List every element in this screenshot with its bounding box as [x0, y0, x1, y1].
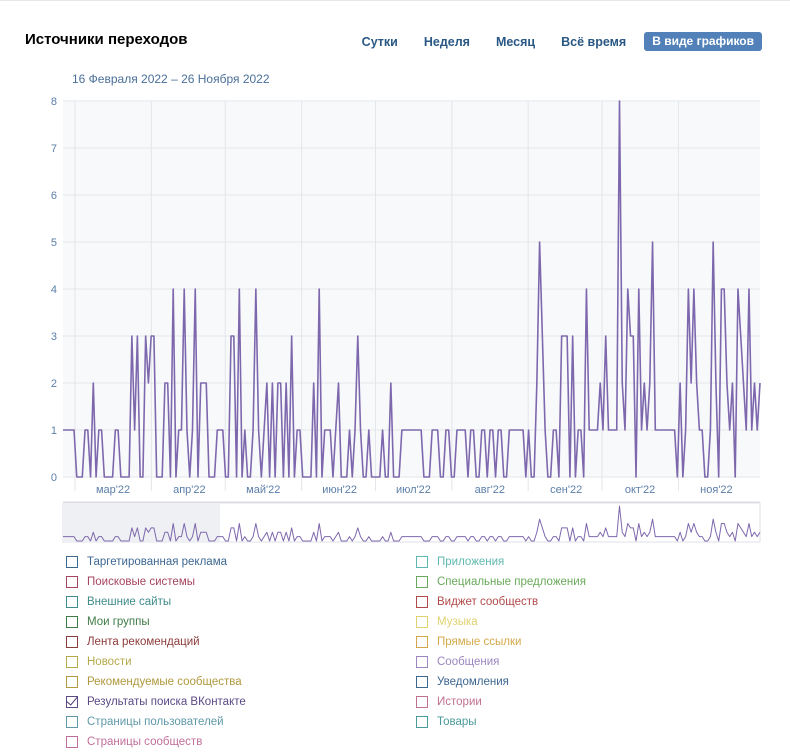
legend-checkbox[interactable] — [66, 636, 78, 648]
legend-checkbox[interactable] — [66, 736, 78, 748]
legend-label: Таргетированная реклама — [87, 556, 227, 568]
y-tick-label: 0 — [51, 472, 57, 484]
navigator-selection[interactable] — [63, 503, 220, 542]
x-tick-label: сен'22 — [550, 484, 582, 496]
legend-checkbox[interactable] — [66, 656, 78, 668]
legend-label: Лента рекомендаций — [87, 636, 200, 648]
x-tick-label: окт'22 — [625, 484, 655, 496]
legend-left-column: Таргетированная реклама Поисковые системы… — [66, 552, 246, 752]
legend-item[interactable]: Уведомления — [416, 672, 586, 692]
x-tick-label: ноя'22 — [700, 484, 732, 496]
period-week-link[interactable]: Неделя — [423, 34, 470, 49]
legend-checkbox[interactable] — [66, 676, 78, 688]
legend-item[interactable]: Товары — [416, 712, 586, 732]
legend-label: Специальные предложения — [437, 576, 586, 588]
x-tick-label: апр'22 — [173, 484, 206, 496]
y-tick-label: 8 — [51, 96, 57, 108]
legend-label: Товары — [437, 716, 477, 728]
legend-label: Внешние сайты — [87, 596, 172, 608]
legend-label: Рекомендуемые сообщества — [87, 676, 242, 688]
page-title: Источники переходов — [25, 31, 188, 48]
period-selector: Сутки Неделя Месяц Всё время В виде граф… — [362, 32, 762, 51]
legend-label: Приложения — [437, 556, 505, 568]
top-divider — [0, 0, 790, 1]
legend-item[interactable]: Прямые ссылки — [416, 632, 586, 652]
legend-item[interactable]: Страницы сообществ — [66, 732, 246, 752]
period-day-link[interactable]: Сутки — [361, 34, 398, 49]
legend-label: Результаты поиска ВКонтакте — [87, 696, 246, 708]
legend-label: Новости — [87, 656, 132, 668]
legend-item[interactable]: Лента рекомендаций — [66, 632, 246, 652]
y-tick-label: 5 — [51, 237, 57, 249]
legend-label: Истории — [437, 696, 482, 708]
x-tick-label: июн'22 — [322, 484, 357, 496]
series-line — [63, 100, 761, 478]
legend-item[interactable]: Таргетированная реклама — [66, 552, 246, 572]
legend-label: Мои группы — [87, 616, 150, 628]
legend-item[interactable]: Внешние сайты — [66, 592, 246, 612]
legend-label: Поисковые системы — [87, 576, 195, 588]
legend-checkbox[interactable] — [66, 616, 78, 628]
legend-item[interactable]: Новости — [66, 652, 246, 672]
legend-label: Уведомления — [437, 676, 509, 688]
y-tick-label: 6 — [51, 190, 57, 202]
legend-checkbox[interactable] — [416, 676, 428, 688]
legend-checkbox[interactable] — [416, 596, 428, 608]
legend-checkbox[interactable] — [416, 616, 428, 628]
legend-item[interactable]: Приложения — [416, 552, 586, 572]
date-range: 16 Февраля 2022 – 26 Ноября 2022 — [72, 72, 270, 86]
legend-checkbox[interactable] — [416, 636, 428, 648]
period-all-time-link[interactable]: Всё время — [561, 34, 627, 49]
legend-checkbox[interactable] — [416, 656, 428, 668]
legend-label: Виджет сообществ — [437, 596, 539, 608]
legend-item[interactable]: Мои группы — [66, 612, 246, 632]
legend-label: Прямые ссылки — [437, 636, 522, 648]
legend-item[interactable]: Страницы пользователей — [66, 712, 246, 732]
legend-checkbox[interactable] — [66, 576, 78, 588]
legend-checkbox[interactable] — [66, 556, 78, 568]
x-tick-label: мар'22 — [96, 484, 130, 496]
legend-label: Страницы сообществ — [87, 736, 203, 748]
legend-label: Страницы пользователей — [87, 716, 224, 728]
navigator-series-line — [63, 505, 761, 542]
legend-item[interactable]: Сообщения — [416, 652, 586, 672]
y-tick-label: 1 — [51, 425, 57, 437]
x-tick-label: май'22 — [246, 484, 280, 496]
legend-checkbox[interactable] — [66, 716, 78, 728]
y-tick-label: 7 — [51, 143, 57, 155]
y-tick-label: 2 — [51, 378, 57, 390]
legend-checkbox[interactable] — [416, 696, 428, 708]
legend-item[interactable]: Поисковые системы — [66, 572, 246, 592]
legend-checkbox[interactable] — [416, 716, 428, 728]
legend-checkbox[interactable] — [66, 596, 78, 608]
y-tick-label: 3 — [51, 331, 57, 343]
legend-checkbox[interactable] — [416, 556, 428, 568]
legend-item[interactable]: Музыка — [416, 612, 586, 632]
legend-right-column: Приложения Специальные предложения Виджет … — [416, 552, 586, 732]
graph-view-button[interactable]: В виде графиков — [644, 32, 762, 51]
legend-label: Музыка — [437, 616, 478, 628]
legend-item[interactable]: Виджет сообществ — [416, 592, 586, 612]
legend-item[interactable]: Результаты поиска ВКонтакте — [66, 692, 246, 712]
period-month-link[interactable]: Месяц — [495, 34, 536, 49]
legend-label: Сообщения — [437, 656, 500, 668]
traffic-sources-chart[interactable]: 0 1 2 3 4 5 6 7 8 мар'22 апр'22 май'22 июн'22 июл'22 а… — [0, 90, 790, 545]
x-tick-label: авг'22 — [475, 484, 505, 496]
legend-checkbox[interactable] — [416, 576, 428, 588]
legend-item[interactable]: Специальные предложения — [416, 572, 586, 592]
x-tick-label: июл'22 — [396, 484, 431, 496]
legend-item[interactable]: Рекомендуемые сообщества — [66, 672, 246, 692]
legend-checkbox[interactable] — [66, 696, 78, 708]
legend-item[interactable]: Истории — [416, 692, 586, 712]
y-tick-label: 4 — [51, 284, 57, 296]
